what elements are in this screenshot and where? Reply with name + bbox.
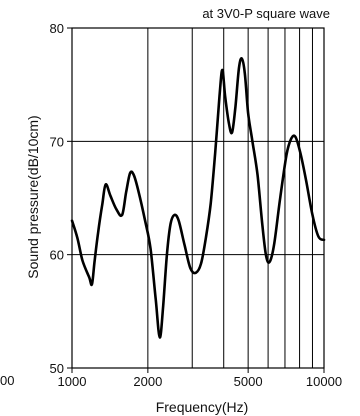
left-cut-tick-label: 00 — [0, 373, 14, 388]
x-tick-label: 10000 — [306, 374, 342, 389]
y-tick-label: 80 — [50, 21, 64, 36]
y-tick-label: 70 — [50, 134, 64, 149]
x-tick-label: 5000 — [234, 374, 263, 389]
chart-annotation: at 3V0-P square wave — [202, 6, 330, 21]
y-axis-label: Sound pressure(dB/10cm) — [25, 115, 41, 278]
y-tick-label: 60 — [50, 248, 64, 263]
tick-marks — [67, 27, 325, 373]
y-tick-label: 50 — [50, 361, 64, 376]
grid-lines — [72, 28, 324, 368]
x-tick-label: 1000 — [58, 374, 87, 389]
tick-labels: 1000 2000 5000 10000 50 60 70 80 — [50, 21, 343, 389]
x-tick-label: 2000 — [133, 374, 162, 389]
plot-frame — [71, 27, 325, 369]
response-curve — [70, 57, 326, 339]
x-axis-label: Frequency(Hz) — [156, 399, 249, 415]
